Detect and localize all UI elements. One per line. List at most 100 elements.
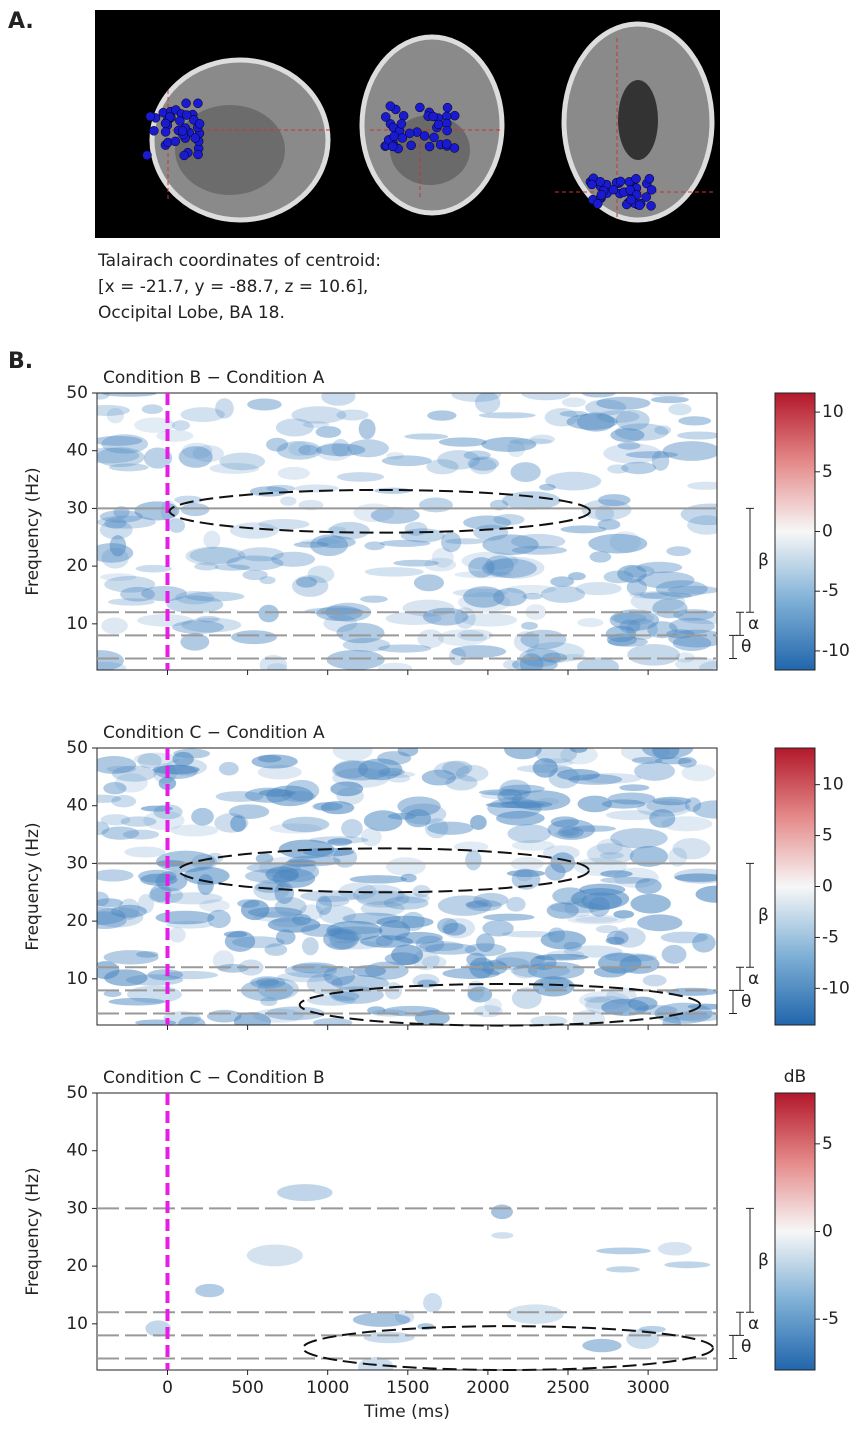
caption: [x = -21.7, y = -88.7, z = 10.6], [98, 277, 368, 297]
blob [544, 408, 579, 427]
blob [325, 602, 372, 622]
blob [271, 551, 316, 567]
blob [137, 894, 155, 914]
band-label: β [758, 905, 769, 925]
blob [319, 905, 357, 925]
blob [352, 884, 405, 905]
blob [269, 823, 322, 834]
blob [360, 827, 382, 847]
dot [615, 176, 626, 187]
blob [108, 997, 165, 1006]
y-tick-label: 50 [66, 383, 88, 403]
blob [207, 909, 231, 929]
blob [642, 974, 667, 987]
blob [316, 605, 363, 622]
blob [97, 891, 110, 907]
blob [510, 533, 566, 549]
dot [149, 126, 159, 136]
blob [519, 653, 544, 670]
blob [544, 863, 566, 881]
colorbar-tick-label: 5 [822, 462, 833, 482]
blob [433, 761, 470, 780]
blob [284, 779, 320, 802]
blob [664, 1261, 711, 1269]
blob [266, 663, 288, 670]
blob [395, 893, 430, 904]
colorbar-tick-label: 0 [822, 522, 833, 542]
heatmap [145, 1184, 711, 1370]
blob [496, 810, 545, 826]
dot [449, 143, 460, 153]
blob [582, 1338, 622, 1353]
blob [571, 825, 617, 832]
blob [265, 866, 299, 883]
blob [424, 818, 449, 839]
blob [411, 949, 440, 971]
blob [652, 796, 692, 806]
blob [255, 853, 274, 864]
dot [397, 133, 408, 143]
blob [529, 434, 555, 444]
blob [316, 442, 353, 461]
blob [461, 551, 519, 571]
blob [358, 418, 376, 440]
blob [178, 1016, 206, 1025]
heatmap [97, 748, 717, 1025]
blob [363, 810, 403, 832]
blob [102, 393, 157, 397]
blob [212, 950, 235, 971]
blob [158, 776, 177, 790]
blob [560, 748, 598, 765]
blob [257, 764, 302, 780]
blob [332, 767, 390, 788]
dot [142, 150, 152, 160]
blob [356, 890, 410, 908]
y-tick-label: 40 [66, 441, 88, 461]
blob [383, 1005, 440, 1017]
blob [397, 796, 441, 817]
blob [97, 794, 122, 803]
dot [160, 127, 171, 137]
blob [626, 1328, 660, 1349]
blob [377, 662, 413, 670]
x-tick-label: 1500 [386, 1378, 429, 1398]
band-bracket [746, 507, 754, 613]
blob [568, 572, 586, 581]
blob [554, 830, 576, 837]
blob [437, 895, 492, 916]
colorbar-tick-label: 5 [822, 1134, 833, 1154]
dot [593, 199, 603, 209]
blob [219, 452, 266, 471]
caption: Talairach coordinates of centroid: [97, 251, 381, 271]
blob [217, 963, 249, 973]
blob [97, 907, 144, 928]
blob [310, 534, 349, 557]
blob [226, 555, 284, 571]
blob [542, 845, 580, 861]
blob [329, 929, 356, 950]
blob [599, 852, 624, 859]
blob [606, 633, 638, 647]
blob [478, 412, 536, 419]
blob [342, 637, 391, 652]
blob [215, 398, 234, 419]
blob [483, 913, 535, 921]
blob [367, 1006, 386, 1015]
blob [97, 821, 110, 836]
blob [281, 816, 330, 833]
blob [598, 494, 631, 507]
dot [608, 184, 619, 195]
dot [424, 141, 435, 152]
blob [358, 1356, 394, 1370]
dot [442, 139, 452, 149]
blob [603, 570, 634, 584]
blob [581, 499, 632, 521]
blob [677, 611, 717, 625]
blob [657, 1242, 692, 1256]
blob [589, 551, 612, 563]
band-label: θ [741, 637, 751, 657]
blob [180, 407, 225, 423]
blob [101, 434, 149, 454]
blob [326, 649, 385, 670]
dot [387, 141, 398, 152]
